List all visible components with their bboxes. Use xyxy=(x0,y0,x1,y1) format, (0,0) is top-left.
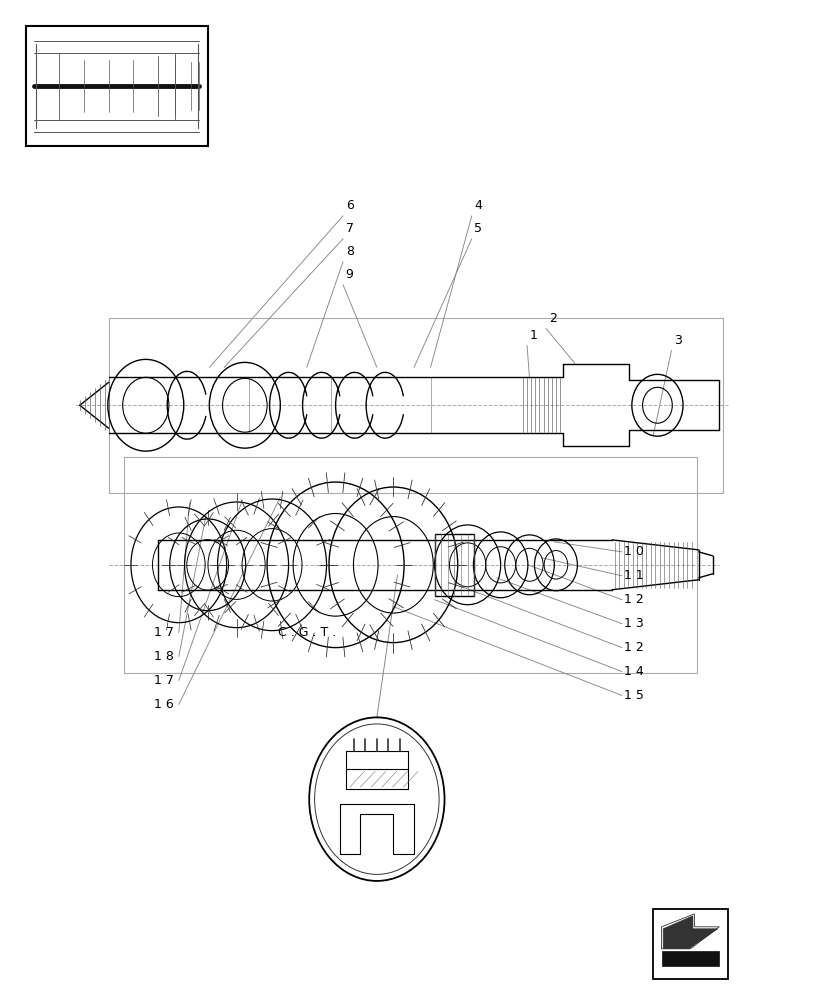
Text: 2: 2 xyxy=(548,312,556,325)
Text: 1 2: 1 2 xyxy=(624,593,643,606)
Text: 1 5: 1 5 xyxy=(624,689,643,702)
Bar xyxy=(434,534,474,596)
Text: C . G . T .: C . G . T . xyxy=(278,626,336,639)
Text: 1 0: 1 0 xyxy=(624,545,643,558)
Text: 1 4: 1 4 xyxy=(624,665,643,678)
Circle shape xyxy=(308,717,444,881)
Text: 7: 7 xyxy=(345,222,353,235)
Text: 1 1: 1 1 xyxy=(624,569,643,582)
Bar xyxy=(108,318,723,493)
Polygon shape xyxy=(661,951,719,966)
Text: 5: 5 xyxy=(474,222,482,235)
Text: 1 8: 1 8 xyxy=(154,650,174,663)
Text: 4: 4 xyxy=(474,199,481,212)
Text: 1 2: 1 2 xyxy=(624,641,643,654)
Polygon shape xyxy=(661,914,719,949)
Text: 1 7: 1 7 xyxy=(154,674,174,687)
Text: 8: 8 xyxy=(345,245,353,258)
Text: 6: 6 xyxy=(346,199,353,212)
Text: 1 7: 1 7 xyxy=(154,626,174,639)
Bar xyxy=(123,457,696,673)
Text: 1 6: 1 6 xyxy=(154,698,174,711)
Text: 1 3: 1 3 xyxy=(624,617,643,630)
Bar xyxy=(26,26,208,146)
Text: 9: 9 xyxy=(346,268,353,281)
Polygon shape xyxy=(662,916,717,949)
Text: 1: 1 xyxy=(529,329,537,342)
Text: 3: 3 xyxy=(673,334,681,347)
Bar xyxy=(653,909,727,979)
